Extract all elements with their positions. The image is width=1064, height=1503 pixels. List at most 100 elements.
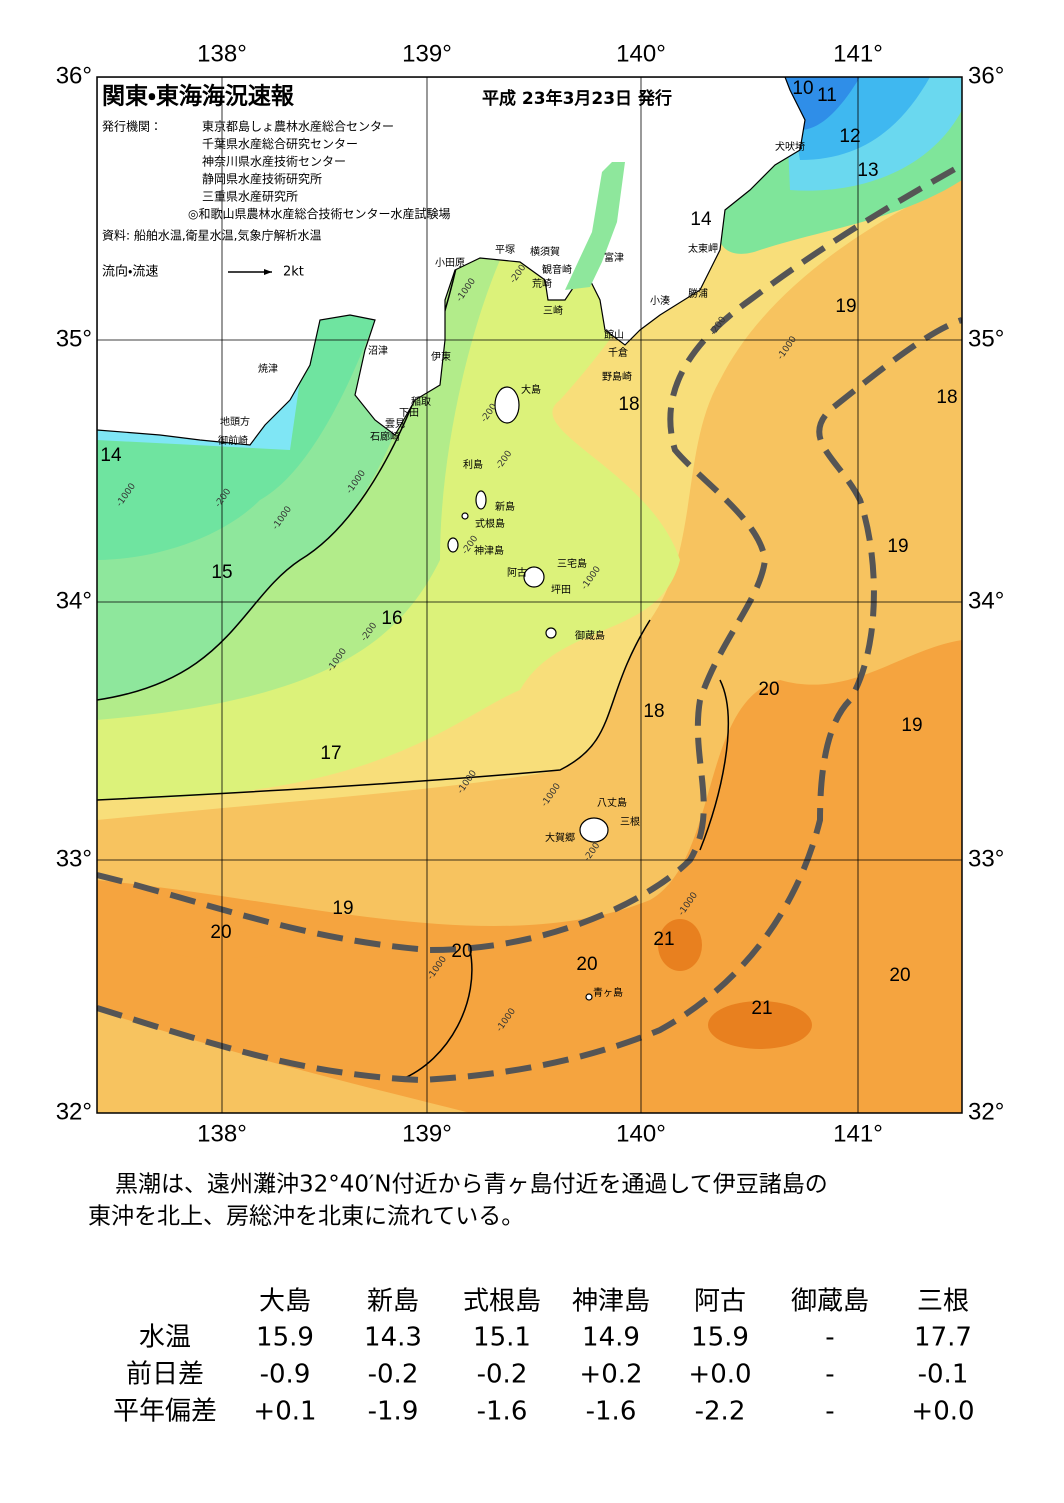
agency: 三重県水産研究所 bbox=[202, 190, 298, 204]
agency: 東京都島しょ農林水産総合センター bbox=[202, 119, 394, 134]
table-cell: - bbox=[825, 1360, 834, 1390]
place-label: 小田原 bbox=[435, 257, 465, 269]
table-cell: -0.2 bbox=[368, 1360, 419, 1390]
row-label: 水温 bbox=[139, 1323, 191, 1353]
map-frame bbox=[96, 76, 963, 1114]
island bbox=[523, 566, 545, 588]
lat-label: 33° bbox=[56, 845, 92, 872]
lon-label: 141° bbox=[833, 40, 883, 67]
agency: 静岡県水産技術研究所 bbox=[202, 171, 322, 186]
table-header: 阿古 bbox=[694, 1287, 746, 1317]
row-label: 前日差 bbox=[126, 1360, 204, 1390]
table-header: 御蔵島 bbox=[791, 1287, 869, 1317]
place-label: 雲見 bbox=[385, 418, 405, 430]
row-label: 平年偏差 bbox=[113, 1397, 217, 1427]
sst-field bbox=[97, 77, 962, 1113]
isotherm-label: 19 bbox=[332, 898, 353, 919]
place-label: 伊東 bbox=[431, 350, 451, 363]
island bbox=[494, 386, 520, 424]
table-cell: +0.1 bbox=[253, 1397, 316, 1427]
table-cell: -1.6 bbox=[586, 1397, 637, 1427]
table-header: 式根島 bbox=[463, 1287, 541, 1317]
agency: 千葉県水産総合研究センター bbox=[202, 136, 358, 151]
issue-date: 平成 23年3月23日 発行 bbox=[482, 88, 672, 109]
isotherm-label: 21 bbox=[653, 929, 674, 950]
isotherm bbox=[699, 679, 730, 851]
table-cell: -0.9 bbox=[260, 1360, 311, 1390]
place-label: 式根島 bbox=[475, 517, 505, 530]
table-cell: 15.9 bbox=[256, 1323, 314, 1353]
isotherm-label: 12 bbox=[839, 126, 860, 147]
legend-speed: 2kt bbox=[283, 265, 304, 280]
table-cell: 14.9 bbox=[582, 1323, 640, 1353]
table-cell: +0.0 bbox=[911, 1397, 974, 1427]
lon-label: 138° bbox=[197, 1120, 247, 1147]
isotherm-label: 18 bbox=[936, 387, 957, 408]
zone-19 bbox=[97, 1010, 470, 1113]
isotherm-label: 19 bbox=[901, 715, 922, 736]
table-cell: -1.9 bbox=[368, 1397, 419, 1427]
zone-21 bbox=[708, 1001, 812, 1049]
table-cell: +0.2 bbox=[579, 1360, 642, 1390]
isotherm bbox=[399, 949, 473, 1081]
table-cell: +0.0 bbox=[688, 1360, 751, 1390]
island bbox=[545, 627, 557, 639]
isotherm bbox=[97, 619, 651, 801]
table-cell: 14.3 bbox=[364, 1323, 422, 1353]
place-label: 三宅島 bbox=[557, 557, 587, 570]
place-label: 館山 bbox=[604, 328, 624, 341]
legend-arrowhead bbox=[264, 269, 272, 275]
zone-21 bbox=[658, 919, 702, 971]
place-label: 荒崎 bbox=[532, 277, 552, 290]
isotherm-label: 10 bbox=[792, 78, 813, 99]
place-label: 観音崎 bbox=[542, 263, 572, 276]
map-title: 関東・東海海況速報 bbox=[102, 83, 295, 110]
place-label: 平塚 bbox=[495, 244, 515, 256]
isotherm-label: 15 bbox=[211, 562, 232, 583]
place-label: 青ヶ島 bbox=[593, 986, 623, 999]
lat-label: 36° bbox=[56, 62, 92, 89]
place-label: 坪田 bbox=[551, 583, 571, 596]
place-label: 八丈島 bbox=[597, 796, 627, 809]
island bbox=[585, 993, 593, 1001]
place-label: 利島 bbox=[463, 458, 483, 471]
land bbox=[97, 77, 806, 446]
lat-label: 34° bbox=[56, 587, 92, 614]
isotherm-label: 13 bbox=[857, 160, 878, 181]
place-label: 稲取 bbox=[411, 396, 431, 408]
agency: 神奈川県水産技術センター bbox=[202, 154, 346, 169]
place-label: 富津 bbox=[604, 251, 624, 264]
lon-label: 139° bbox=[402, 40, 452, 67]
isotherm-label: 18 bbox=[643, 701, 664, 722]
place-label: 千倉 bbox=[608, 347, 628, 359]
isotherm-label: 19 bbox=[887, 536, 908, 557]
tokyo-bay bbox=[565, 162, 625, 290]
table-cell: -1.6 bbox=[477, 1397, 528, 1427]
lat-label: 36° bbox=[968, 62, 1004, 89]
table-cell: - bbox=[825, 1397, 834, 1427]
table-header: 神津島 bbox=[572, 1287, 650, 1317]
place-label: 犬吠埼 bbox=[775, 140, 805, 153]
island bbox=[579, 817, 609, 843]
lon-label: 140° bbox=[616, 1120, 666, 1147]
map: 関東・東海海況速報 平成 23年3月23日 発行 発行機関： 資料: 船舶水温,… bbox=[96, 76, 963, 1114]
isotherm-label: 20 bbox=[210, 922, 231, 943]
isotherm-label: 20 bbox=[451, 941, 472, 962]
zone-20 bbox=[160, 931, 290, 959]
lat-label: 32° bbox=[56, 1098, 92, 1125]
place-label: 三崎 bbox=[543, 304, 563, 317]
graticule bbox=[97, 77, 962, 1113]
zone-20 bbox=[97, 640, 962, 1113]
table-header: 三根 bbox=[917, 1287, 969, 1317]
table-cell: -0.1 bbox=[918, 1360, 969, 1390]
lat-label: 34° bbox=[968, 587, 1004, 614]
place-label: 勝浦 bbox=[688, 287, 708, 300]
place-label: 焼津 bbox=[258, 363, 278, 375]
isotherm-label: 17 bbox=[320, 743, 341, 764]
place-label: 地頭方 bbox=[220, 415, 250, 428]
place-label: 大賀郷 bbox=[545, 831, 575, 844]
isotherm-label: 21 bbox=[751, 998, 772, 1019]
lon-label: 141° bbox=[833, 1120, 883, 1147]
